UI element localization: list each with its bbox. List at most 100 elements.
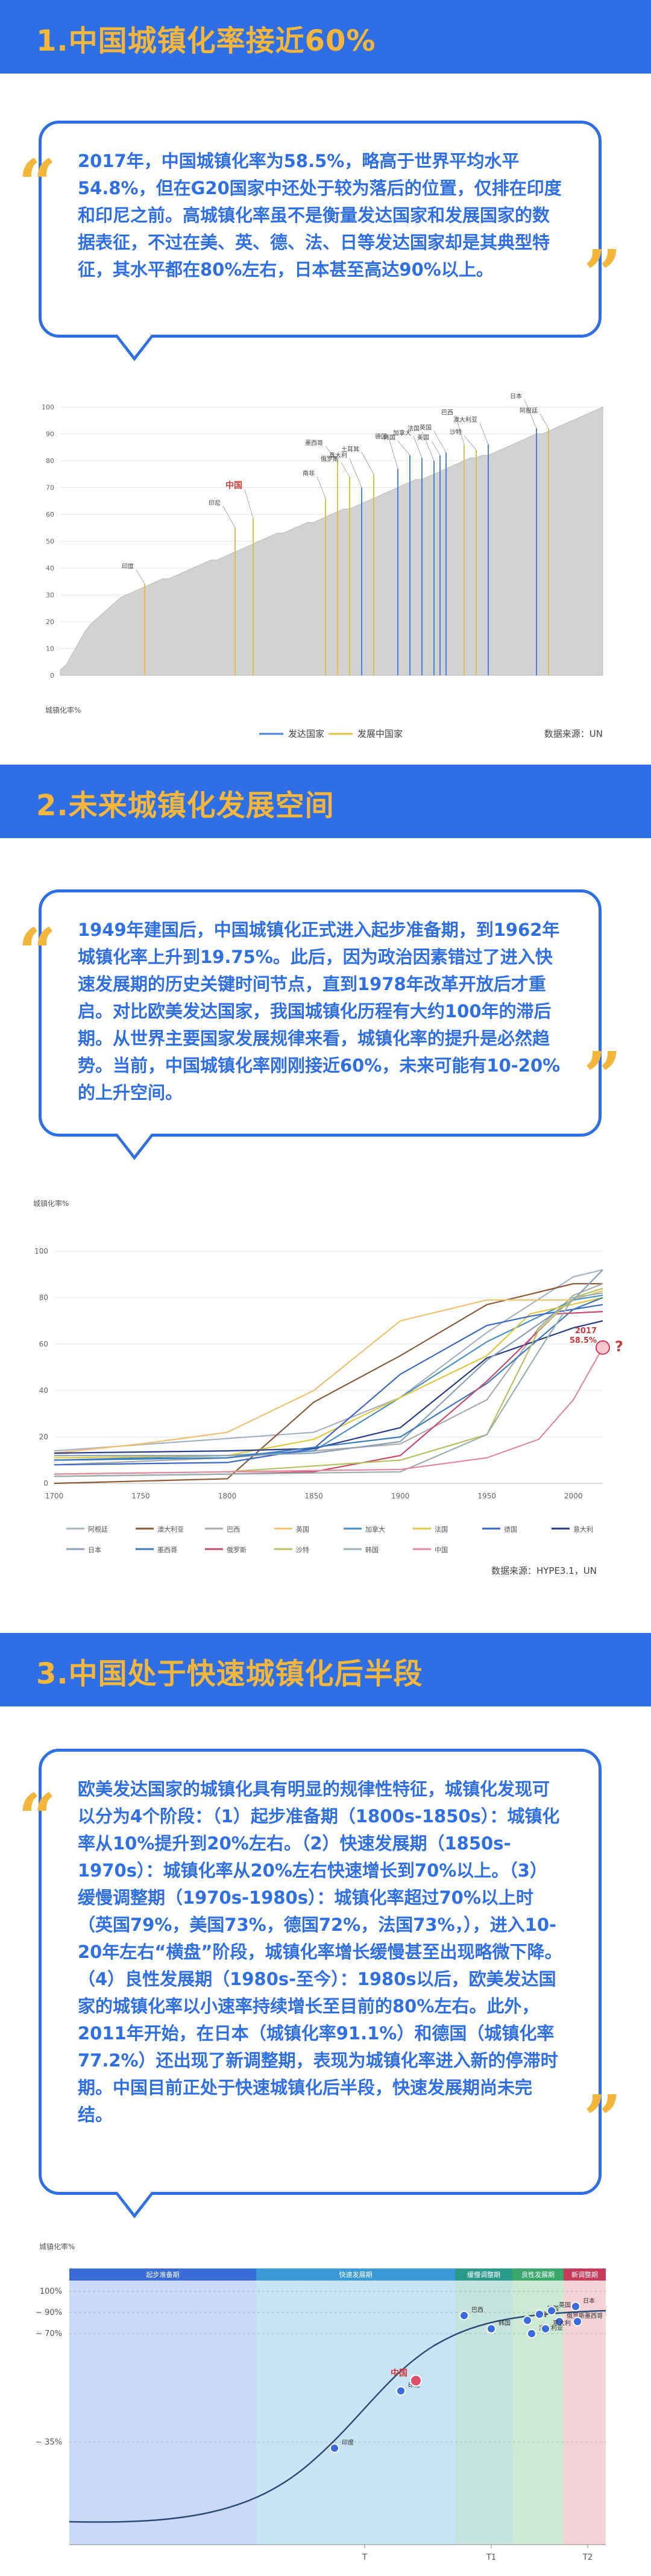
country-point xyxy=(527,2329,536,2338)
section2-banner: 2.未来城镇化发展空间 xyxy=(0,765,651,838)
x-tick-label: 1900 xyxy=(391,1492,410,1500)
y-tick-label: 100 xyxy=(34,1247,48,1255)
section2-title: 2.未来城镇化发展空间 xyxy=(36,789,335,822)
label-leader xyxy=(325,446,338,461)
stage-band xyxy=(256,2268,455,2545)
urbanization-stage-chart: 城镇化率% 起步准备期 快速发展期 缓慢调整期 良性发展期 新调整期 100% ~ 90% ~ … xyxy=(36,2242,606,2562)
y-axis-label: 城镇化率% xyxy=(33,1199,69,1208)
bubble-tail-inner xyxy=(117,1133,152,1155)
x-tick-label: 1950 xyxy=(477,1492,496,1500)
country-label: 日本 xyxy=(510,393,522,400)
stage-label: 新调整期 xyxy=(571,2270,598,2279)
country-point xyxy=(396,2386,406,2396)
country-label: 俄罗斯 xyxy=(321,455,339,463)
stage-header xyxy=(564,2268,606,2281)
area-profile xyxy=(60,406,603,676)
quote-close-icon: ” xyxy=(583,1037,622,1115)
country-label: 印度 xyxy=(342,2439,354,2446)
legend-label: 阿根廷 xyxy=(88,1525,108,1533)
section1-banner: 1.中国城镇化率接近60% xyxy=(0,0,651,74)
y-tick-label: 80 xyxy=(39,1293,48,1302)
legend-label: 韩国 xyxy=(365,1545,379,1554)
label-leader xyxy=(341,462,350,477)
country-label: 法国 xyxy=(407,425,420,432)
legend-label: 法国 xyxy=(435,1525,448,1533)
legend-label: 沙特 xyxy=(296,1545,309,1554)
bubble-tail-inner xyxy=(117,334,152,356)
x-tick-label: T2 xyxy=(582,2553,593,2562)
stage-header xyxy=(455,2268,512,2281)
country-point xyxy=(330,2443,339,2453)
legend-label: 德国 xyxy=(504,1525,517,1533)
y-tick-label: 20 xyxy=(46,618,54,626)
label-leader xyxy=(431,440,441,456)
y-tick-label: 40 xyxy=(39,1386,48,1395)
question-icon: ? xyxy=(615,1338,623,1355)
x-tick-label: 1800 xyxy=(218,1492,237,1500)
section2-text: 1949年建国后，中国城镇化正式进入起步准备期，到1962年城镇化率上升到19.… xyxy=(78,920,561,1103)
section1-title: 1.中国城镇化率接近60% xyxy=(36,24,376,58)
country-label: 巴西 xyxy=(441,409,453,416)
section2-bubble: 1949年建国后，中国城镇化正式进入起步准备期，到1962年城镇化率上升到19.… xyxy=(39,889,602,1160)
legend-label: 发展中国家 xyxy=(357,728,403,739)
y-tick-label: ~ 90% xyxy=(36,2308,62,2317)
y-tick-label: 60 xyxy=(39,1340,48,1348)
y-tick-label: 10 xyxy=(46,645,54,653)
stage-band xyxy=(564,2268,606,2545)
y-tick-label: 60 xyxy=(46,511,54,519)
country-label: 美国 xyxy=(417,434,429,441)
legend-label: 巴西 xyxy=(227,1526,240,1533)
source-note: 数据来源：HYPE3.1，UN xyxy=(491,1565,597,1576)
label-leader xyxy=(397,440,410,456)
legend-label: 加拿大 xyxy=(365,1525,385,1533)
x-tick-label: 1850 xyxy=(304,1492,323,1500)
series-line xyxy=(54,1296,603,1461)
y-tick-label: 20 xyxy=(39,1433,48,1441)
stage-band xyxy=(455,2268,512,2545)
quote-close-icon: ” xyxy=(583,235,622,313)
country-label: 巴西 xyxy=(471,2306,483,2314)
label-leader xyxy=(413,436,423,458)
country-label: 英国 xyxy=(420,424,432,432)
country-label: 印度 xyxy=(122,563,134,570)
country-label: 中国 xyxy=(391,2368,407,2378)
country-point xyxy=(541,2324,550,2334)
country-label: 德国 xyxy=(375,432,387,440)
y-axis-label: 城镇化率% xyxy=(39,2242,75,2251)
quote-open-icon: “ xyxy=(18,914,57,991)
series-line xyxy=(54,1269,603,1452)
country-label: 意大利 xyxy=(553,2319,571,2327)
annotation-year: 2017 xyxy=(575,1327,597,1336)
country-point xyxy=(555,2317,564,2326)
country-label: 南非 xyxy=(303,469,315,477)
label-leader xyxy=(361,452,374,475)
series-line xyxy=(54,1347,603,1475)
country-label: 阿根廷 xyxy=(520,407,538,415)
source-note: 数据来源：UN xyxy=(544,728,603,739)
stage-header xyxy=(512,2268,564,2281)
stage-header xyxy=(256,2268,455,2281)
series-line xyxy=(54,1292,603,1477)
legend-label: 墨西哥 xyxy=(157,1546,177,1554)
y-tick-label: ~ 70% xyxy=(36,2329,62,2338)
label-leader xyxy=(455,415,465,445)
section3-text: 欧美发达国家的城镇化具有明显的规律性特征，城镇化发现可以分为4个阶段：（1）起步… xyxy=(78,1779,562,2125)
quote-open-icon: “ xyxy=(18,1779,57,1857)
country-point xyxy=(410,2375,422,2387)
legend-label: 发达国家 xyxy=(288,728,324,739)
legend-label: 澳大利亚 xyxy=(157,1525,184,1533)
country-label: 日本 xyxy=(583,2297,595,2305)
label-leader xyxy=(524,399,537,429)
y-tick-label: 0 xyxy=(43,1479,48,1488)
series-line xyxy=(54,1290,603,1454)
highlight-point xyxy=(596,1340,610,1355)
label-leader xyxy=(316,476,326,499)
y-tick-label: 70 xyxy=(46,484,54,492)
x-tick-label: 2000 xyxy=(564,1492,583,1500)
x-tick-label: 1700 xyxy=(45,1492,64,1500)
country-label: 中国 xyxy=(225,481,242,491)
legend-label: 英国 xyxy=(296,1525,309,1533)
country-label: 澳大利亚 xyxy=(453,415,477,423)
country-point xyxy=(547,2306,556,2316)
x-tick-label: T xyxy=(362,2553,367,2562)
